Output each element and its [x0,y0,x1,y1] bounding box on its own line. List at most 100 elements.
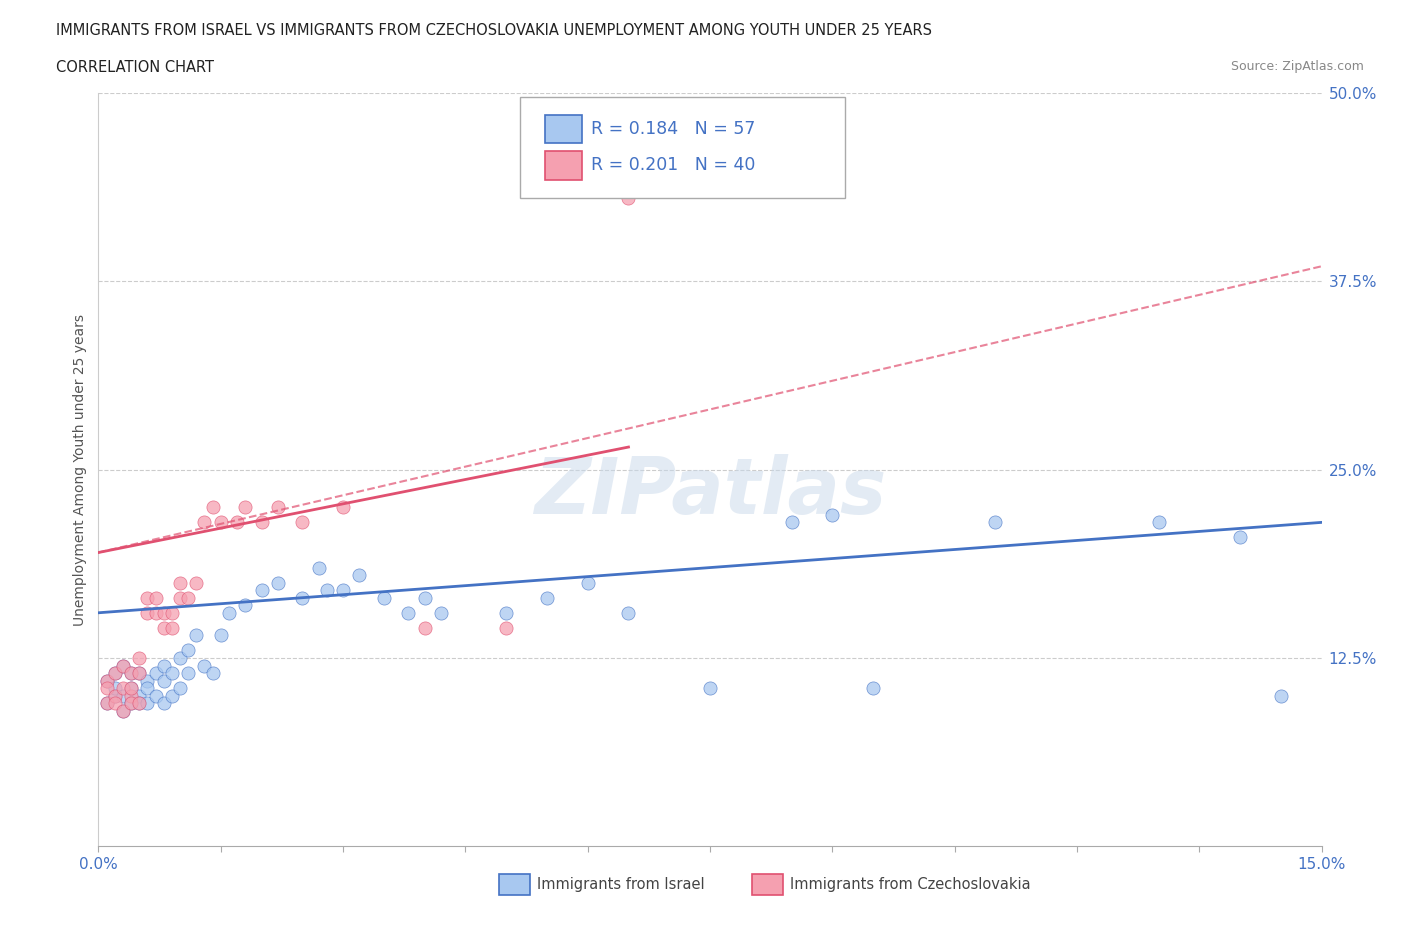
Point [413,591,436,605]
FancyBboxPatch shape [520,97,845,198]
FancyBboxPatch shape [546,151,582,179]
Point [136,605,159,620]
Point [209,628,232,643]
Point [96,673,118,688]
Point [136,673,159,688]
Point [96,673,118,688]
Point [152,673,174,688]
Point [430,605,453,620]
Point [193,515,215,530]
Point [1229,530,1251,545]
Point [104,681,127,696]
Point [177,643,200,658]
Point [120,696,142,711]
Point [96,696,118,711]
Point [111,703,134,718]
Point [576,575,599,591]
Point [111,681,134,696]
Text: R = 0.184   N = 57: R = 0.184 N = 57 [592,120,756,139]
Point [617,605,640,620]
Point [160,666,183,681]
Point [111,658,134,673]
Point [104,666,127,681]
Point [193,658,215,673]
Point [209,515,232,530]
Point [218,605,240,620]
Point [96,681,118,696]
Point [1270,688,1292,703]
Point [152,605,174,620]
Point [495,620,517,635]
Point [128,696,150,711]
Point [233,598,256,613]
Point [104,696,127,711]
Point [413,620,436,635]
Point [169,681,191,696]
Point [152,696,174,711]
Point [267,500,290,515]
Point [291,591,314,605]
Point [250,515,273,530]
Point [821,508,844,523]
Point [495,605,517,620]
Point [120,666,142,681]
Point [699,681,721,696]
Point [104,688,127,703]
Point [169,591,191,605]
Point [349,567,371,582]
Point [984,515,1007,530]
Point [177,591,200,605]
Point [96,696,118,711]
Point [536,591,558,605]
Point [160,620,183,635]
Point [111,688,134,703]
Point [145,591,167,605]
Point [145,605,167,620]
Point [169,651,191,666]
Text: Source: ZipAtlas.com: Source: ZipAtlas.com [1230,60,1364,73]
Point [120,696,142,711]
Point [136,591,159,605]
Point [128,651,150,666]
Point [145,688,167,703]
Point [128,696,150,711]
Point [226,515,249,530]
Text: Immigrants from Czechoslovakia: Immigrants from Czechoslovakia [790,877,1031,892]
Point [169,575,191,591]
FancyBboxPatch shape [546,114,582,143]
Text: IMMIGRANTS FROM ISRAEL VS IMMIGRANTS FROM CZECHOSLOVAKIA UNEMPLOYMENT AMONG YOUT: IMMIGRANTS FROM ISRAEL VS IMMIGRANTS FRO… [56,23,932,38]
Text: CORRELATION CHART: CORRELATION CHART [56,60,214,75]
Point [332,583,354,598]
Point [250,583,273,598]
Point [373,591,395,605]
Point [120,681,142,696]
Point [136,696,159,711]
Point [1147,515,1170,530]
Point [332,500,354,515]
Point [104,688,127,703]
Point [617,191,640,206]
Point [186,575,208,591]
Point [233,500,256,515]
Point [177,666,200,681]
Point [152,620,174,635]
Point [145,666,167,681]
Point [160,688,183,703]
Point [120,681,142,696]
Point [186,628,208,643]
Point [291,515,314,530]
Point [267,575,290,591]
Text: ZIPatlas: ZIPatlas [534,454,886,530]
Point [104,666,127,681]
Point [120,688,142,703]
Point [111,658,134,673]
Text: Immigrants from Israel: Immigrants from Israel [537,877,704,892]
Point [780,515,803,530]
Point [152,658,174,673]
Point [128,666,150,681]
Point [136,681,159,696]
Point [315,583,337,598]
Point [201,666,224,681]
Point [308,560,330,575]
Point [160,605,183,620]
